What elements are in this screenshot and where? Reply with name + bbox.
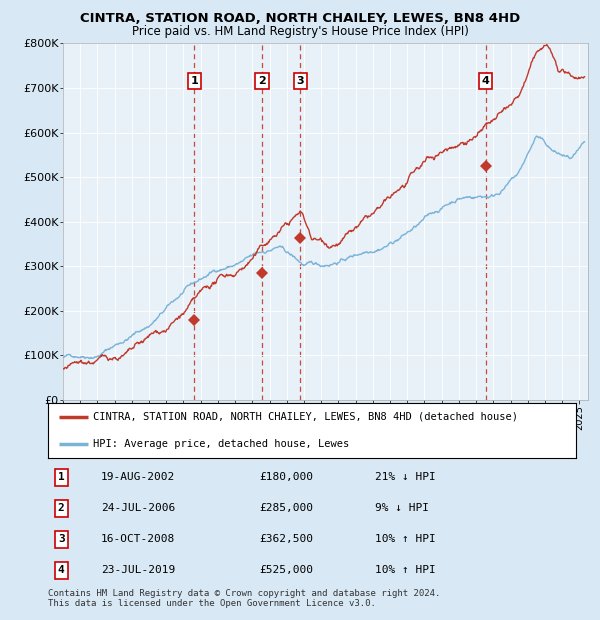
Text: 4: 4 xyxy=(58,565,65,575)
Text: 9% ↓ HPI: 9% ↓ HPI xyxy=(376,503,430,513)
Text: 10% ↑ HPI: 10% ↑ HPI xyxy=(376,565,436,575)
Text: 24-JUL-2006: 24-JUL-2006 xyxy=(101,503,175,513)
Text: 16-OCT-2008: 16-OCT-2008 xyxy=(101,534,175,544)
Text: 19-AUG-2002: 19-AUG-2002 xyxy=(101,472,175,482)
Text: Price paid vs. HM Land Registry's House Price Index (HPI): Price paid vs. HM Land Registry's House … xyxy=(131,25,469,38)
Text: £525,000: £525,000 xyxy=(259,565,313,575)
Text: 1: 1 xyxy=(58,472,65,482)
Text: CINTRA, STATION ROAD, NORTH CHAILEY, LEWES, BN8 4HD (detached house): CINTRA, STATION ROAD, NORTH CHAILEY, LEW… xyxy=(93,412,518,422)
Text: Contains HM Land Registry data © Crown copyright and database right 2024.
This d: Contains HM Land Registry data © Crown c… xyxy=(48,589,440,608)
Text: 23-JUL-2019: 23-JUL-2019 xyxy=(101,565,175,575)
Text: 2: 2 xyxy=(58,503,65,513)
Text: 1: 1 xyxy=(191,76,198,86)
Text: £362,500: £362,500 xyxy=(259,534,313,544)
Text: £180,000: £180,000 xyxy=(259,472,313,482)
Text: 3: 3 xyxy=(58,534,65,544)
Text: HPI: Average price, detached house, Lewes: HPI: Average price, detached house, Lewe… xyxy=(93,439,349,449)
Text: 10% ↑ HPI: 10% ↑ HPI xyxy=(376,534,436,544)
Text: CINTRA, STATION ROAD, NORTH CHAILEY, LEWES, BN8 4HD: CINTRA, STATION ROAD, NORTH CHAILEY, LEW… xyxy=(80,12,520,25)
Text: 3: 3 xyxy=(296,76,304,86)
Text: £285,000: £285,000 xyxy=(259,503,313,513)
Text: 21% ↓ HPI: 21% ↓ HPI xyxy=(376,472,436,482)
Text: 4: 4 xyxy=(482,76,490,86)
Text: 2: 2 xyxy=(258,76,266,86)
